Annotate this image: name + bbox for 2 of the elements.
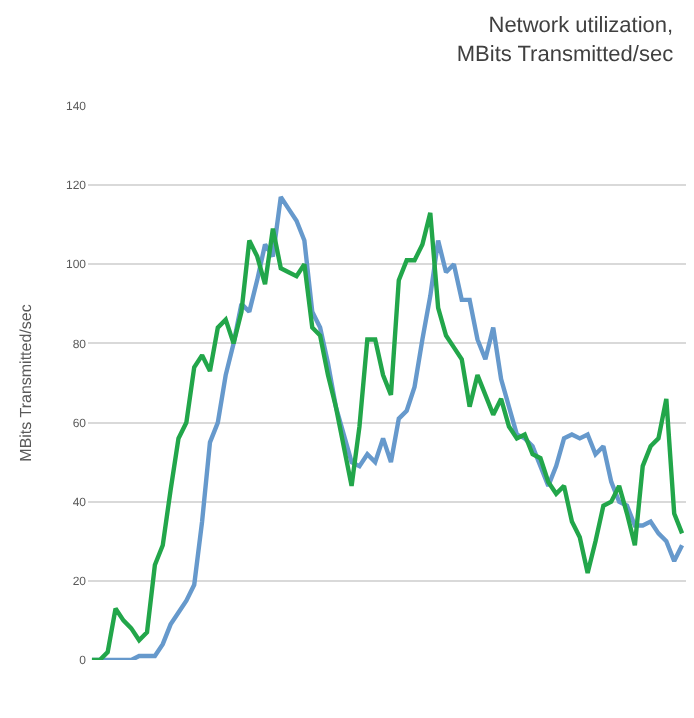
chart-title: Network utilization, MBits Transmitted/sec: [456, 14, 675, 67]
y-axis-title: MBits Transmitted/sec: [17, 304, 36, 462]
